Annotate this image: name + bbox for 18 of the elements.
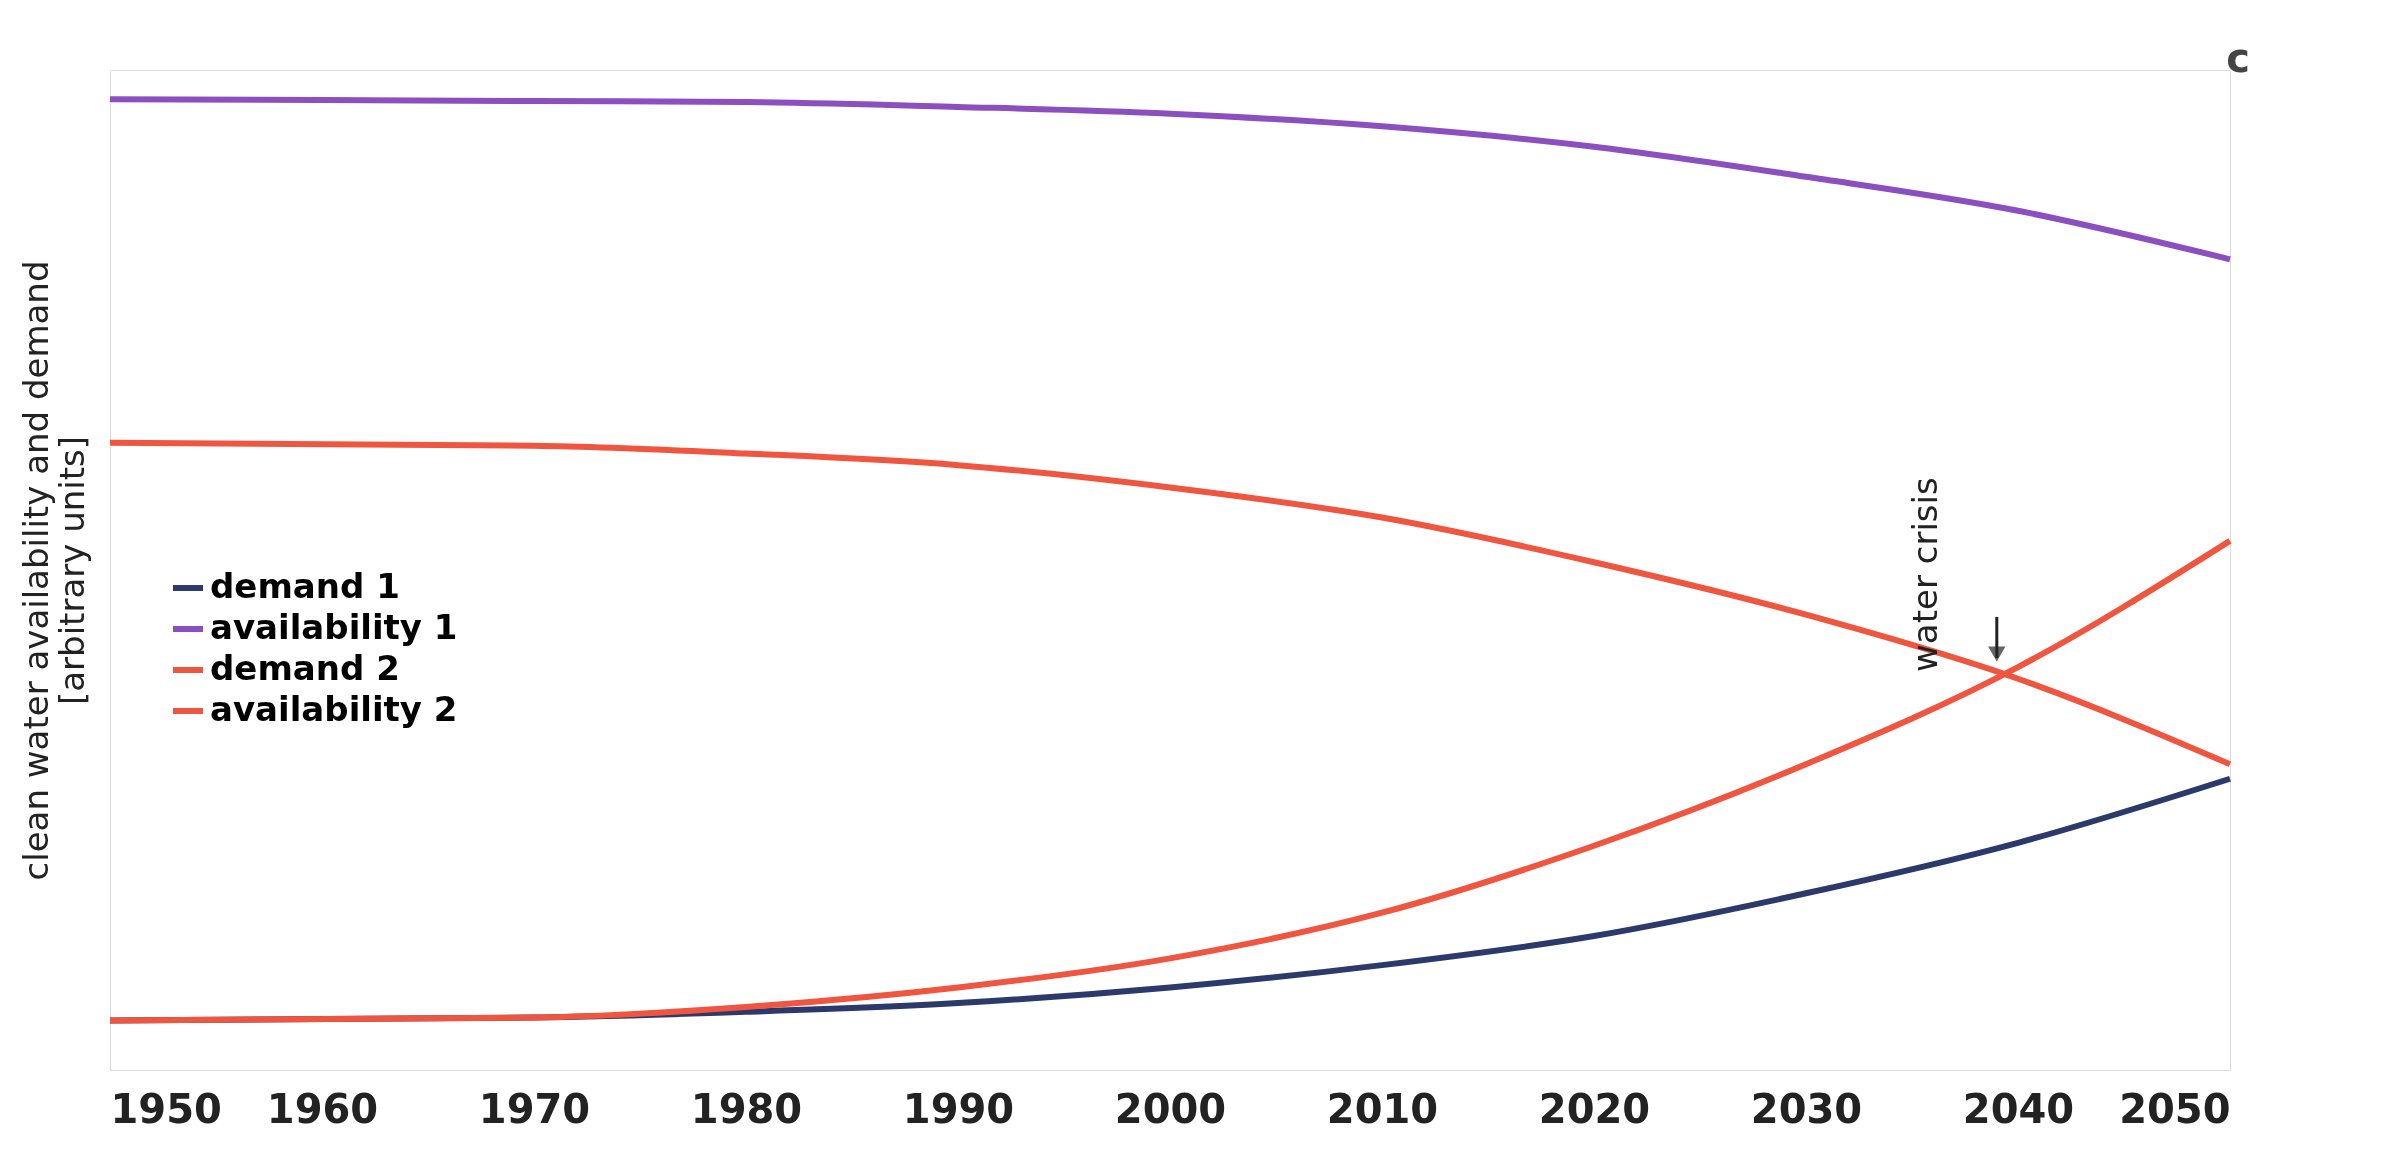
text: c [2226,35,2250,81]
x-tick-label: 1960 [266,1085,379,1132]
x-tick-label: 2010 [1326,1085,1439,1132]
x-tick-label: 2050 [2119,1085,2231,1132]
x-tick-label: 1970 [478,1085,591,1132]
legend-label: availability 1 [210,607,458,647]
y-axis-title: clean water availability and demand [arbitrary units] [15,260,92,881]
x-tick-label: 2030 [1750,1085,1863,1132]
legend-label: availability 2 [210,689,458,729]
x-tick-label: 2040 [1962,1085,2075,1132]
legend-label: demand 2 [210,648,400,688]
x-tick-label: 2020 [1538,1085,1651,1132]
annotation: water crisis [1904,477,1945,672]
x-tick-label: 2000 [1114,1085,1227,1132]
x-tick-label: 1990 [902,1085,1015,1132]
x-tick-label: 1950 [110,1085,222,1132]
x-tick-label: 1980 [690,1085,803,1132]
legend-label: demand 1 [210,566,400,606]
